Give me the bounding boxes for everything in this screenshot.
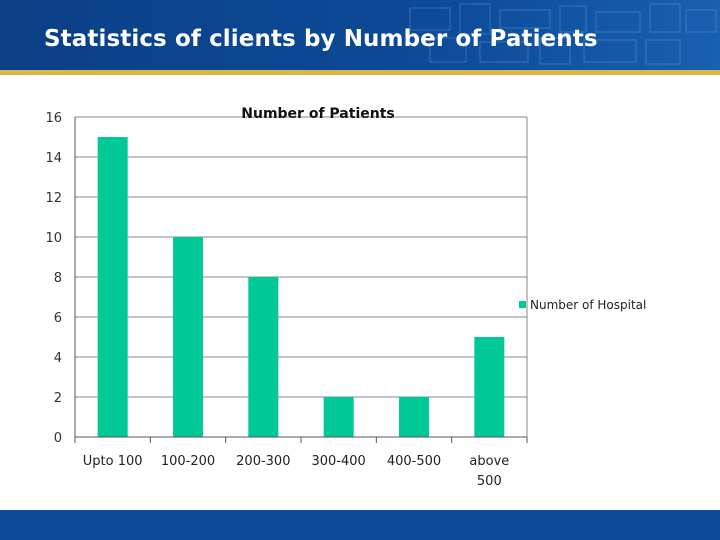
legend-label: Number of Hospital	[530, 298, 646, 312]
slide-title: Statistics of clients by Number of Patie…	[44, 26, 598, 52]
bar	[399, 397, 429, 437]
legend-swatch	[519, 301, 526, 308]
slide-footer	[0, 510, 720, 540]
bar	[248, 277, 279, 437]
bar	[474, 337, 505, 437]
bar	[173, 237, 203, 437]
y-tick-label: 0	[54, 431, 62, 446]
chart-title: Number of Patients	[241, 106, 394, 122]
y-tick-label: 6	[54, 311, 62, 326]
y-tick-label: 12	[45, 191, 62, 206]
x-category-label: 200-300	[236, 454, 290, 469]
y-tick-label: 10	[45, 231, 62, 246]
y-tick-label: 2	[54, 391, 62, 406]
header-accent-line	[0, 70, 720, 75]
bar-chart: 0 2 4 6 8 10 12 14 16 Upto 100 100-200 200-300 300-4…	[45, 106, 646, 489]
header-pattern-decoration	[409, 3, 717, 65]
y-tick-label: 4	[54, 351, 62, 366]
x-category-label: 500	[477, 474, 502, 489]
x-category-label: 100-200	[161, 454, 215, 469]
y-tick-label: 14	[45, 151, 62, 166]
y-tick-label: 8	[54, 271, 62, 286]
x-category-label: 400-500	[387, 454, 441, 469]
x-category-label: above	[469, 454, 509, 469]
slide-header: Statistics of clients by Number of Patie…	[0, 0, 720, 70]
bar	[323, 397, 354, 437]
x-category-label: 300-400	[312, 454, 366, 469]
y-tick-label: 16	[45, 111, 62, 126]
x-category-label: Upto 100	[83, 454, 143, 469]
bar	[97, 137, 128, 437]
